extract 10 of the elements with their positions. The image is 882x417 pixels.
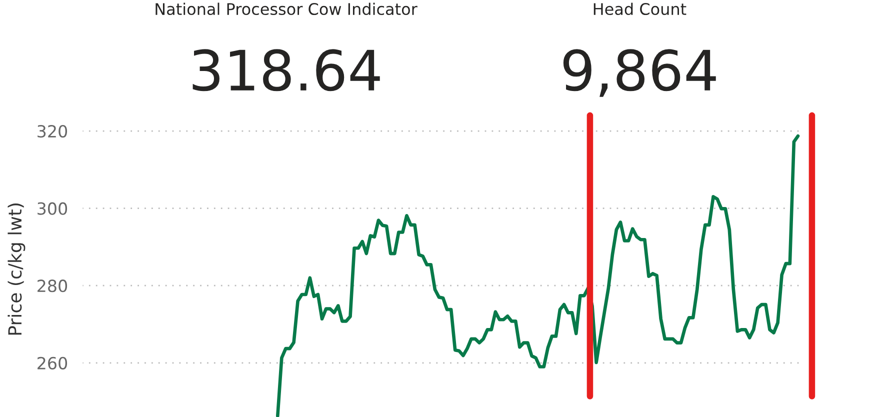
y-tick-label: 280 [38,280,68,292]
y-tick-label: 300 [38,202,68,215]
y-axis-title: Price (c/kg lwt) [8,204,26,335]
y-tick-label: 320 [38,124,68,138]
y-tick-label: 260 [38,356,68,370]
text: 9,864 [563,49,716,97]
text: Head Count [594,2,686,16]
line-series [276,134,800,417]
text: 318.64 [192,49,380,92]
text: National Processor Cow Indicator [156,2,418,16]
